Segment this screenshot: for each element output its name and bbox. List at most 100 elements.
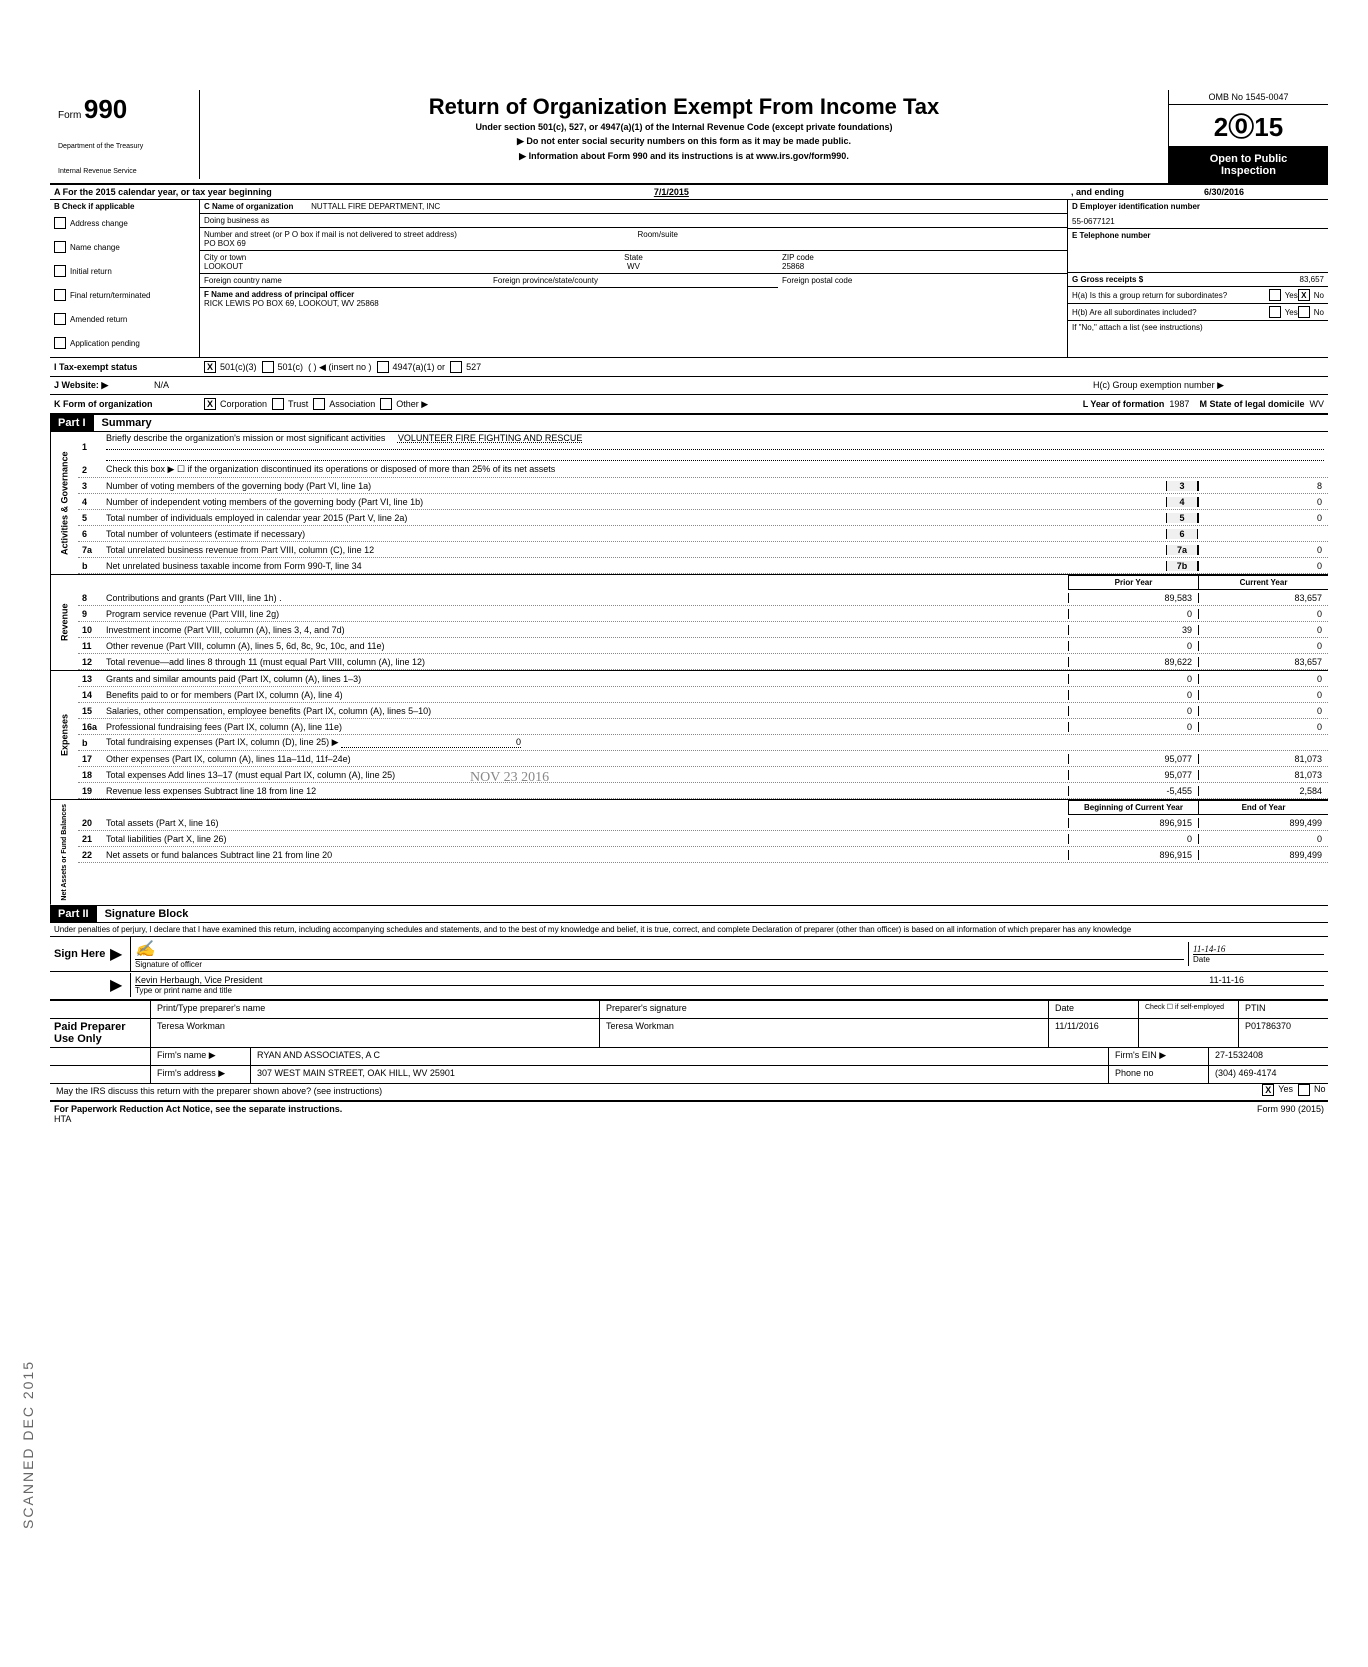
- prior-16a[interactable]: 0: [1068, 722, 1198, 732]
- zip-value[interactable]: 25868: [782, 262, 1063, 271]
- current-16a[interactable]: 0: [1198, 722, 1328, 732]
- current-11[interactable]: 0: [1198, 641, 1328, 651]
- value-7a[interactable]: 0: [1198, 545, 1328, 555]
- current-17[interactable]: 81,073: [1198, 754, 1328, 764]
- officer-name[interactable]: Kevin Herbaugh, Vice President: [135, 975, 262, 985]
- value-5[interactable]: 0: [1198, 513, 1328, 523]
- firm-ein[interactable]: 27-1532408: [1208, 1048, 1328, 1065]
- period-begin[interactable]: 7/1/2015: [272, 187, 1071, 197]
- end-21[interactable]: 0: [1198, 834, 1328, 844]
- g-receipts-cell: G Gross receipts $ 83,657: [1068, 273, 1328, 287]
- part1-title: Summary: [94, 415, 1328, 431]
- prior-8[interactable]: 89,583: [1068, 593, 1198, 603]
- cb-final-return[interactable]: Final return/terminated: [54, 283, 195, 307]
- prior-19[interactable]: -5,455: [1068, 786, 1198, 796]
- hb-no-box[interactable]: [1298, 306, 1310, 318]
- current-18[interactable]: 81,073: [1198, 770, 1328, 780]
- prior-12[interactable]: 89,622: [1068, 657, 1198, 667]
- cb-501c[interactable]: [262, 361, 274, 373]
- firm-addr[interactable]: 307 WEST MAIN STREET, OAK HILL, WV 25901: [250, 1066, 1108, 1083]
- g-value[interactable]: 83,657: [1300, 275, 1324, 284]
- cb-name-change[interactable]: Name change: [54, 235, 195, 259]
- discuss-no-box[interactable]: [1298, 1084, 1310, 1096]
- period-end[interactable]: 6/30/2016: [1124, 187, 1324, 197]
- cb-amended[interactable]: Amended return: [54, 307, 195, 331]
- preparer-name[interactable]: Teresa Workman: [150, 1019, 599, 1047]
- side-governance: Activities & Governance: [50, 432, 78, 574]
- state-domicile[interactable]: WV: [1310, 399, 1325, 409]
- cb-4947[interactable]: [377, 361, 389, 373]
- section-bcd: B Check if applicable Address change Nam…: [50, 200, 1328, 358]
- begin-21[interactable]: 0: [1068, 834, 1198, 844]
- prior-11[interactable]: 0: [1068, 641, 1198, 651]
- line-2: 2 Check this box ▶ ☐ if the organization…: [78, 462, 1328, 478]
- cb-address-change[interactable]: Address change: [54, 211, 195, 235]
- prior-15[interactable]: 0: [1068, 706, 1198, 716]
- prior-14[interactable]: 0: [1068, 690, 1198, 700]
- discuss-yes-box[interactable]: X: [1262, 1084, 1274, 1096]
- current-12[interactable]: 83,657: [1198, 657, 1328, 667]
- year-formation[interactable]: 1987: [1169, 399, 1189, 409]
- value-b[interactable]: 0: [1198, 561, 1328, 571]
- begin-20[interactable]: 896,915: [1068, 818, 1198, 828]
- line1-value[interactable]: VOLUNTEER FIRE FIGHTING AND RESCUE: [398, 433, 583, 443]
- city-value[interactable]: LOOKOUT: [204, 262, 485, 271]
- current-10[interactable]: 0: [1198, 625, 1328, 635]
- current-8[interactable]: 83,657: [1198, 593, 1328, 603]
- sig-date-value[interactable]: 11-14-16: [1193, 944, 1324, 954]
- hta: HTA: [54, 1114, 342, 1124]
- h-a-row: H(a) Is this a group return for subordin…: [1068, 287, 1328, 304]
- end-22[interactable]: 899,499: [1198, 850, 1328, 860]
- value-3[interactable]: 8: [1198, 481, 1328, 491]
- cb-pending[interactable]: Application pending: [54, 331, 195, 355]
- prior-10[interactable]: 39: [1068, 625, 1198, 635]
- officer-signature[interactable]: ✍ Signature of officer: [130, 937, 1188, 971]
- website-value[interactable]: N/A: [154, 380, 1093, 391]
- hb-yes-box[interactable]: [1269, 306, 1281, 318]
- dept-irs: Internal Revenue Service: [58, 168, 191, 175]
- current-13[interactable]: 0: [1198, 674, 1328, 684]
- current-9[interactable]: 0: [1198, 609, 1328, 619]
- firm-phone[interactable]: (304) 469-4174: [1208, 1066, 1328, 1083]
- line-13: 13Grants and similar amounts paid (Part …: [78, 671, 1328, 687]
- ein-value[interactable]: 55-0677121: [1072, 217, 1324, 226]
- ptin[interactable]: P01786370: [1238, 1019, 1328, 1047]
- cb-initial-return[interactable]: Initial return: [54, 259, 195, 283]
- cb-trust[interactable]: [272, 398, 284, 410]
- preparer-sig[interactable]: Teresa Workman: [599, 1019, 1048, 1047]
- addr-value[interactable]: PO BOX 69: [204, 239, 630, 248]
- begin-22[interactable]: 896,915: [1068, 850, 1198, 860]
- prior-13[interactable]: 0: [1068, 674, 1198, 684]
- org-name[interactable]: NUTTALL FIRE DEPARTMENT, INC: [311, 202, 440, 211]
- cb-501c3[interactable]: X: [204, 361, 216, 373]
- prior-18[interactable]: 95,077: [1068, 770, 1198, 780]
- received-stamp: NOV 23 2016: [470, 770, 549, 786]
- cb-assoc[interactable]: [313, 398, 325, 410]
- row-k: K Form of organization XCorporation Trus…: [50, 395, 1328, 415]
- col-b: B Check if applicable Address change Nam…: [50, 200, 200, 357]
- line-15: 15Salaries, other compensation, employee…: [78, 703, 1328, 719]
- ha-no-box[interactable]: X: [1298, 289, 1310, 301]
- cb-other[interactable]: [380, 398, 392, 410]
- current-14[interactable]: 0: [1198, 690, 1328, 700]
- cb-527[interactable]: [450, 361, 462, 373]
- prior-9[interactable]: 0: [1068, 609, 1198, 619]
- preparer-date[interactable]: 11/11/2016: [1048, 1019, 1138, 1047]
- foreign-prov: Foreign province/state/county: [489, 274, 778, 288]
- cb-corp[interactable]: X: [204, 398, 216, 410]
- firm-name[interactable]: RYAN AND ASSOCIATES, A C: [250, 1048, 1108, 1065]
- state-value[interactable]: WV: [493, 262, 774, 271]
- ha-yes-box[interactable]: [1269, 289, 1281, 301]
- k-label: K Form of organization: [54, 399, 204, 409]
- form-prefix: Form: [58, 110, 81, 121]
- current-15[interactable]: 0: [1198, 706, 1328, 716]
- current-19[interactable]: 2,584: [1198, 786, 1328, 796]
- firm-addr-row: Firm's address ▶ 307 WEST MAIN STREET, O…: [50, 1066, 1328, 1084]
- value-4[interactable]: 0: [1198, 497, 1328, 507]
- line-18: 18Total expenses Add lines 13–17 (must e…: [78, 767, 1328, 783]
- row-a-label: A For the 2015 calendar year, or tax yea…: [54, 187, 272, 197]
- f-value[interactable]: RICK LEWIS PO BOX 69, LOOKOUT, WV 25868: [204, 299, 1063, 308]
- line-19: 19Revenue less expenses Subtract line 18…: [78, 783, 1328, 799]
- end-20[interactable]: 899,499: [1198, 818, 1328, 828]
- prior-17[interactable]: 95,077: [1068, 754, 1198, 764]
